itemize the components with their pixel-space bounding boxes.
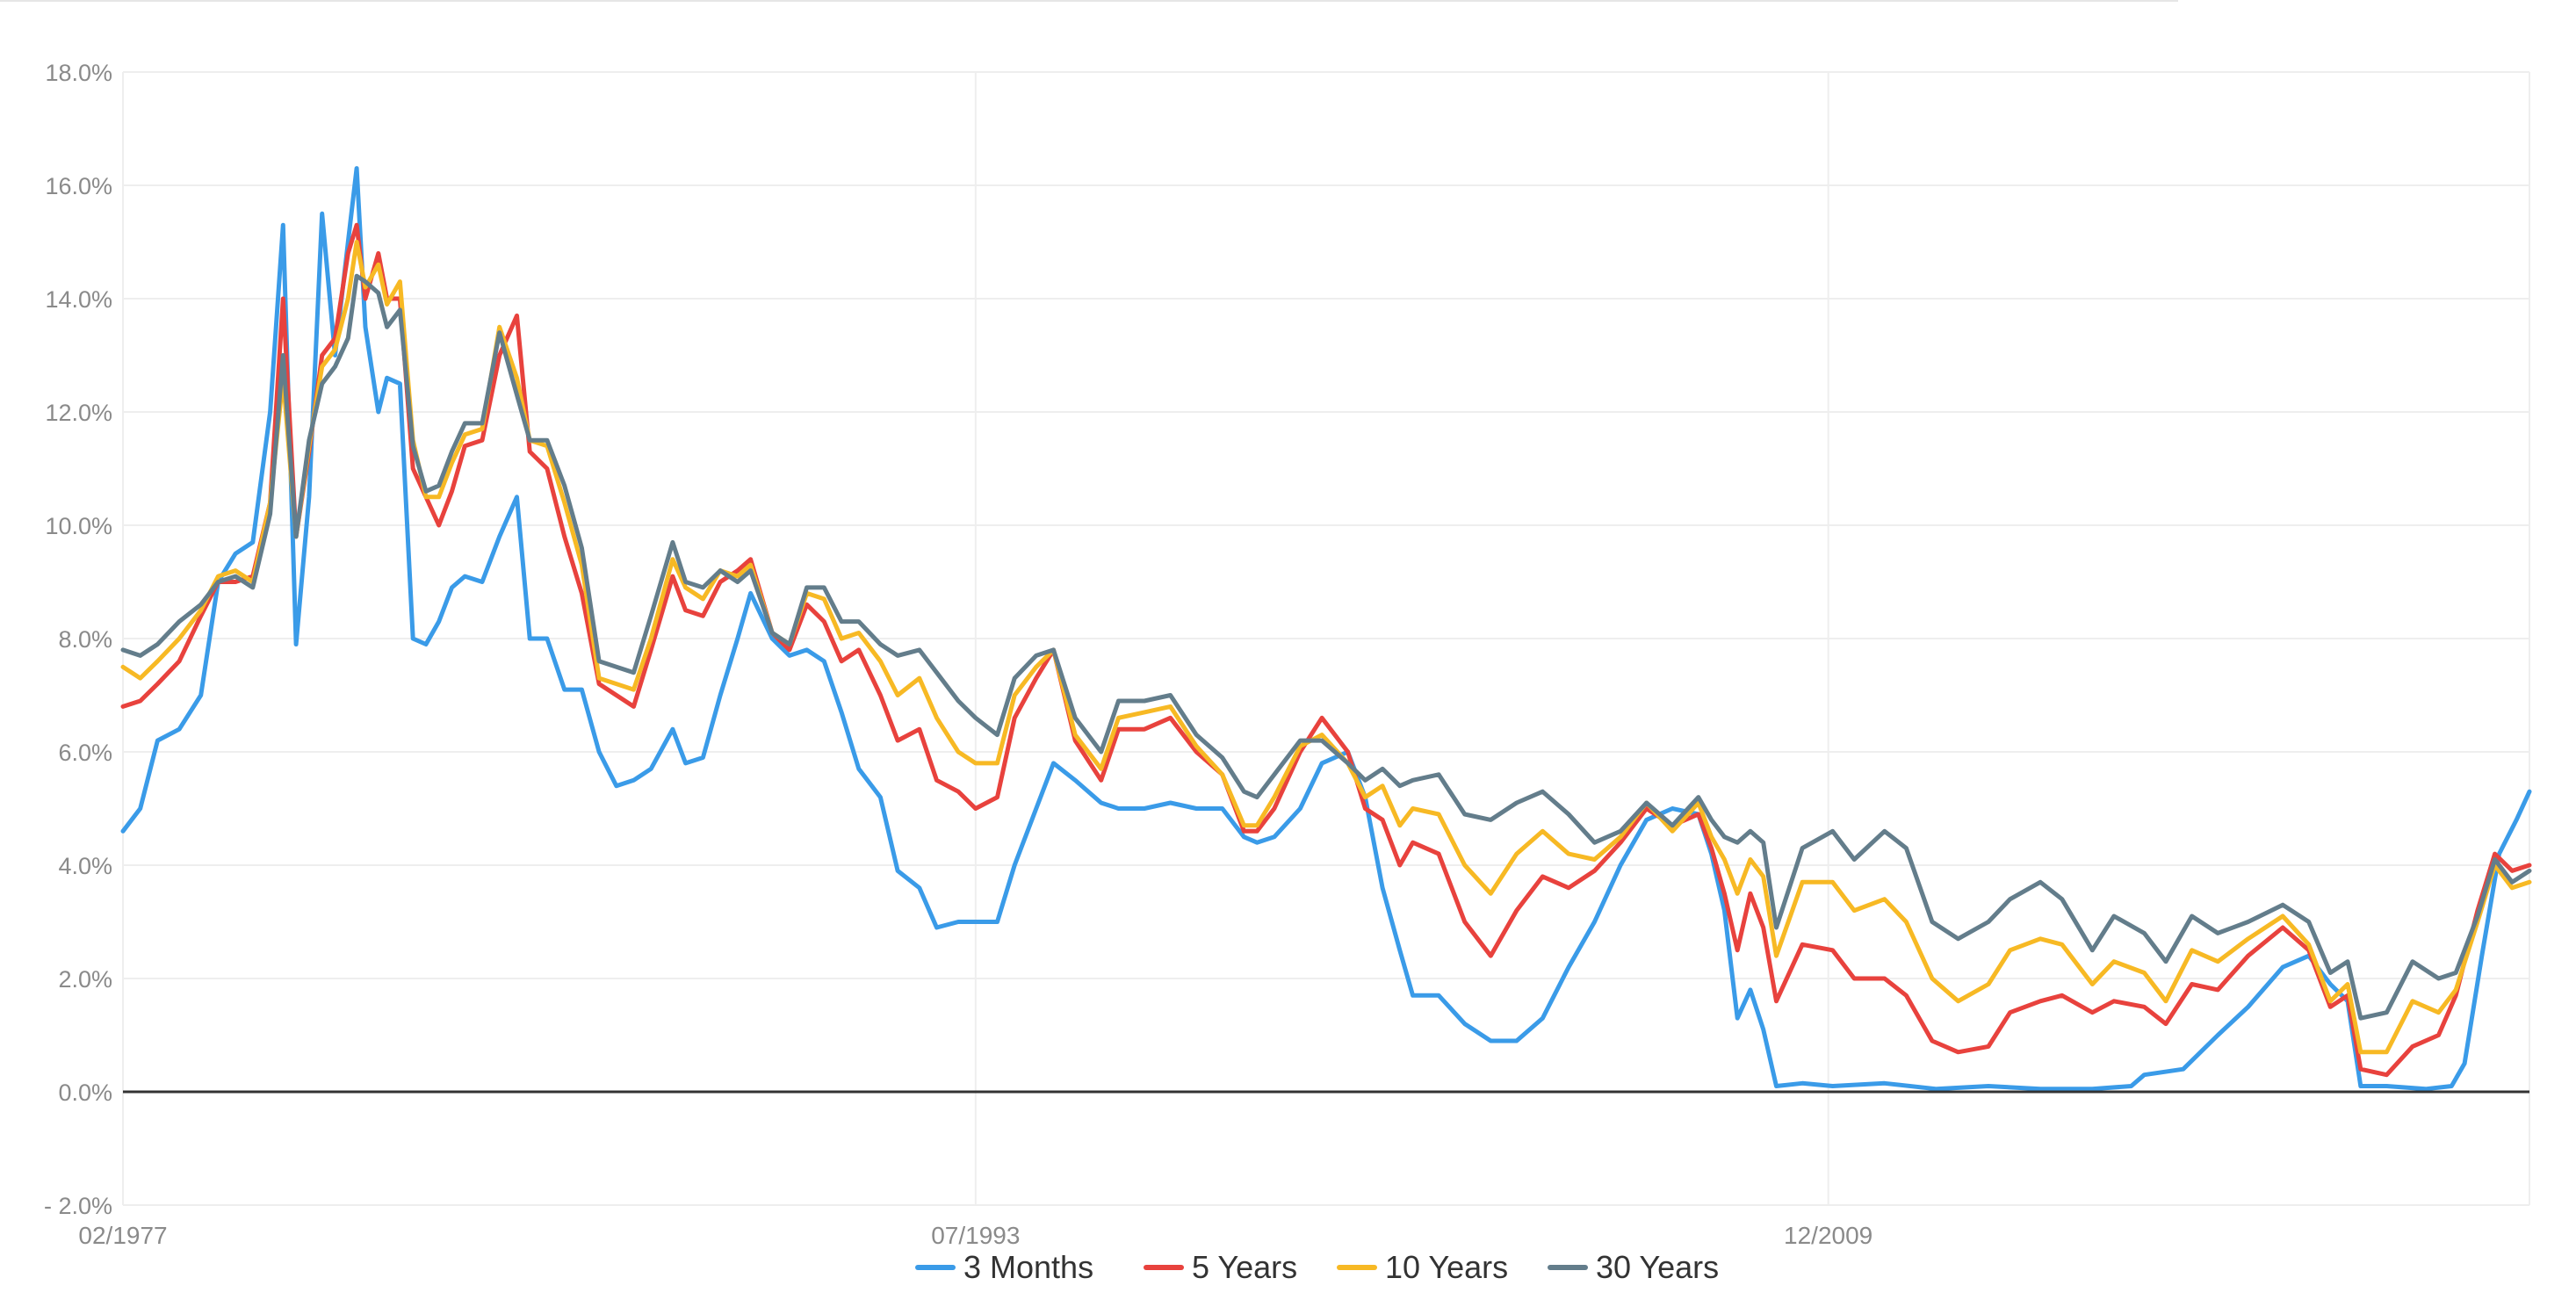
y-tick-label: 0.0%: [58, 1080, 112, 1106]
series-line-3-months: [120, 166, 2532, 1092]
y-axis-ticks: 18.0% 16.0% 14.0% 12.0% 10.0% 8.0% 6.0% 4.0% 2.0…: [44, 60, 112, 1219]
legend-label: 30 Years: [1596, 1249, 1719, 1285]
x-axis-ticks: 02/1977 07/1993 12/2009: [78, 1222, 1872, 1249]
gridlines: [122, 71, 2530, 1206]
x-tick-label: 07/1993: [931, 1222, 1020, 1249]
legend-item: 5 Years: [1144, 1249, 1297, 1285]
top-border-line: [0, 0, 2178, 2]
series-line-30-years: [120, 273, 2532, 1021]
y-tick-label: 6.0%: [58, 740, 112, 766]
y-tick-label: 8.0%: [58, 626, 112, 653]
series-lines: [120, 166, 2532, 1094]
y-tick-label: 4.0%: [58, 853, 112, 879]
legend: 3 Months 5 Years 10 Years 30 Years: [915, 1249, 1719, 1285]
series-line-5-years: [120, 222, 2532, 1078]
series-line-10-years: [120, 240, 2532, 1055]
legend-item: 3 Months: [915, 1249, 1093, 1285]
y-tick-label: 18.0%: [45, 60, 112, 86]
x-tick-label: 02/1977: [78, 1222, 167, 1249]
y-tick-label: 2.0%: [58, 966, 112, 993]
legend-label: 10 Years: [1385, 1249, 1508, 1285]
y-tick-label: 10.0%: [45, 513, 112, 539]
legend-item: 10 Years: [1337, 1249, 1508, 1285]
y-tick-label: 16.0%: [45, 173, 112, 199]
y-tick-label: 14.0%: [45, 286, 112, 313]
legend-label: 5 Years: [1192, 1249, 1297, 1285]
legend-label: 3 Months: [963, 1249, 1093, 1285]
legend-item: 30 Years: [1548, 1249, 1719, 1285]
y-tick-label: - 2.0%: [44, 1193, 112, 1219]
x-tick-label: 12/2009: [1784, 1222, 1872, 1249]
y-tick-label: 12.0%: [45, 400, 112, 426]
